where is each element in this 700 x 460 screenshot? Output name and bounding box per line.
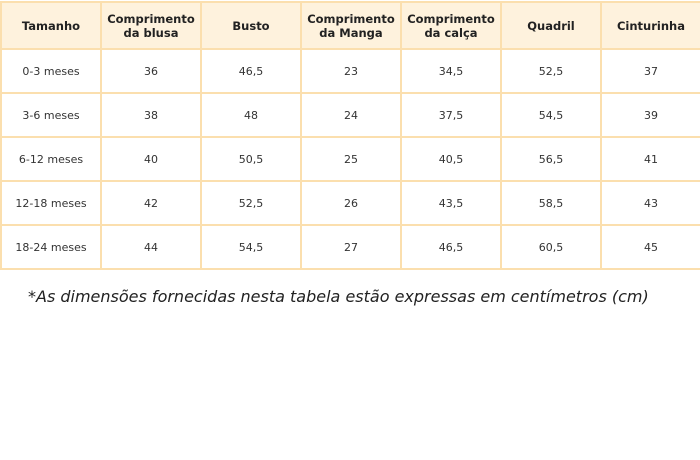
cell-bust: 54,5	[200, 224, 302, 270]
header-hip: Quadril	[500, 1, 602, 50]
cell-sleeve-length: 26	[300, 180, 402, 226]
cell-pants-length: 46,5	[400, 224, 502, 270]
table-row: 18-24 meses 44 54,5 27 46,5 60,5 45	[0, 224, 700, 270]
cell-size: 3-6 meses	[0, 92, 102, 138]
cell-sleeve-length: 23	[300, 48, 402, 94]
cell-pants-length: 34,5	[400, 48, 502, 94]
cell-waist: 37	[600, 48, 700, 94]
cell-hip: 56,5	[500, 136, 602, 182]
cell-waist: 45	[600, 224, 700, 270]
header-sleeve-length: Comprimento da Manga	[300, 1, 402, 50]
cell-bust: 48	[200, 92, 302, 138]
table-row: 3-6 meses 38 48 24 37,5 54,5 39	[0, 92, 700, 138]
cell-bust: 50,5	[200, 136, 302, 182]
cell-hip: 58,5	[500, 180, 602, 226]
table-row: 0-3 meses 36 46,5 23 34,5 52,5 37	[0, 48, 700, 94]
table-row: 6-12 meses 40 50,5 25 40,5 56,5 41	[0, 136, 700, 182]
cell-size: 6-12 meses	[0, 136, 102, 182]
table-row: 12-18 meses 42 52,5 26 43,5 58,5 43	[0, 180, 700, 226]
header-waist: Cinturinha	[600, 1, 700, 50]
cell-size: 18-24 meses	[0, 224, 102, 270]
size-chart-table: Tamanho Comprimento da blusa Busto Compr…	[0, 1, 700, 270]
cell-waist: 39	[600, 92, 700, 138]
cell-sleeve-length: 24	[300, 92, 402, 138]
cell-sleeve-length: 25	[300, 136, 402, 182]
cell-hip: 60,5	[500, 224, 602, 270]
cell-hip: 54,5	[500, 92, 602, 138]
cell-pants-length: 37,5	[400, 92, 502, 138]
header-blouse-length: Comprimento da blusa	[100, 1, 202, 50]
measurement-footnote: *As dimensões fornecidas nesta tabela es…	[28, 287, 649, 306]
cell-blouse-length: 44	[100, 224, 202, 270]
cell-blouse-length: 40	[100, 136, 202, 182]
cell-blouse-length: 36	[100, 48, 202, 94]
header-size: Tamanho	[0, 1, 102, 50]
cell-blouse-length: 42	[100, 180, 202, 226]
cell-waist: 41	[600, 136, 700, 182]
cell-waist: 43	[600, 180, 700, 226]
cell-size: 12-18 meses	[0, 180, 102, 226]
cell-bust: 46,5	[200, 48, 302, 94]
cell-hip: 52,5	[500, 48, 602, 94]
cell-sleeve-length: 27	[300, 224, 402, 270]
cell-bust: 52,5	[200, 180, 302, 226]
table-header-row: Tamanho Comprimento da blusa Busto Compr…	[0, 1, 700, 50]
cell-blouse-length: 38	[100, 92, 202, 138]
cell-size: 0-3 meses	[0, 48, 102, 94]
cell-pants-length: 43,5	[400, 180, 502, 226]
header-pants-length: Comprimento da calça	[400, 1, 502, 50]
header-bust: Busto	[200, 1, 302, 50]
cell-pants-length: 40,5	[400, 136, 502, 182]
